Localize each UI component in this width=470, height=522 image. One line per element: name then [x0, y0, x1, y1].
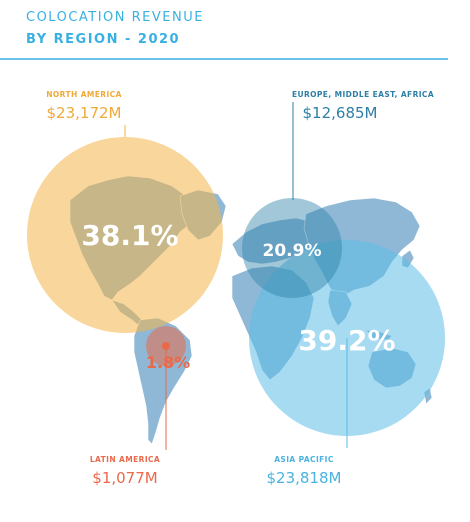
- north-america-label: NORTH AMERICA: [46, 90, 122, 99]
- latin-america-value: $1,077M: [92, 469, 157, 487]
- chart-title: COLOCATION REVENUE: [26, 10, 204, 25]
- asia-pacific-value: $23,818M: [267, 469, 342, 487]
- north-america-percent: 38.1%: [81, 219, 178, 252]
- chart-subtitle: BY REGION - 2020: [26, 32, 181, 47]
- latin-america-percent: 1.8%: [146, 353, 190, 372]
- title-divider: [0, 58, 448, 60]
- leader-lines: [124, 102, 348, 450]
- emea-value: $12,685M: [303, 104, 378, 122]
- emea-label: EUROPE, MIDDLE EAST, AFRICA: [292, 90, 434, 99]
- latin-america-label: LATIN AMERICA: [90, 455, 160, 464]
- asia-pacific-percent: 39.2%: [298, 324, 395, 357]
- asia-pacific-label: ASIA PACIFIC: [274, 455, 334, 464]
- north-america-bubble: [27, 137, 223, 333]
- north-america-value: $23,172M: [47, 104, 122, 122]
- emea-bubble: [242, 198, 342, 298]
- emea-percent: 20.9%: [263, 241, 322, 261]
